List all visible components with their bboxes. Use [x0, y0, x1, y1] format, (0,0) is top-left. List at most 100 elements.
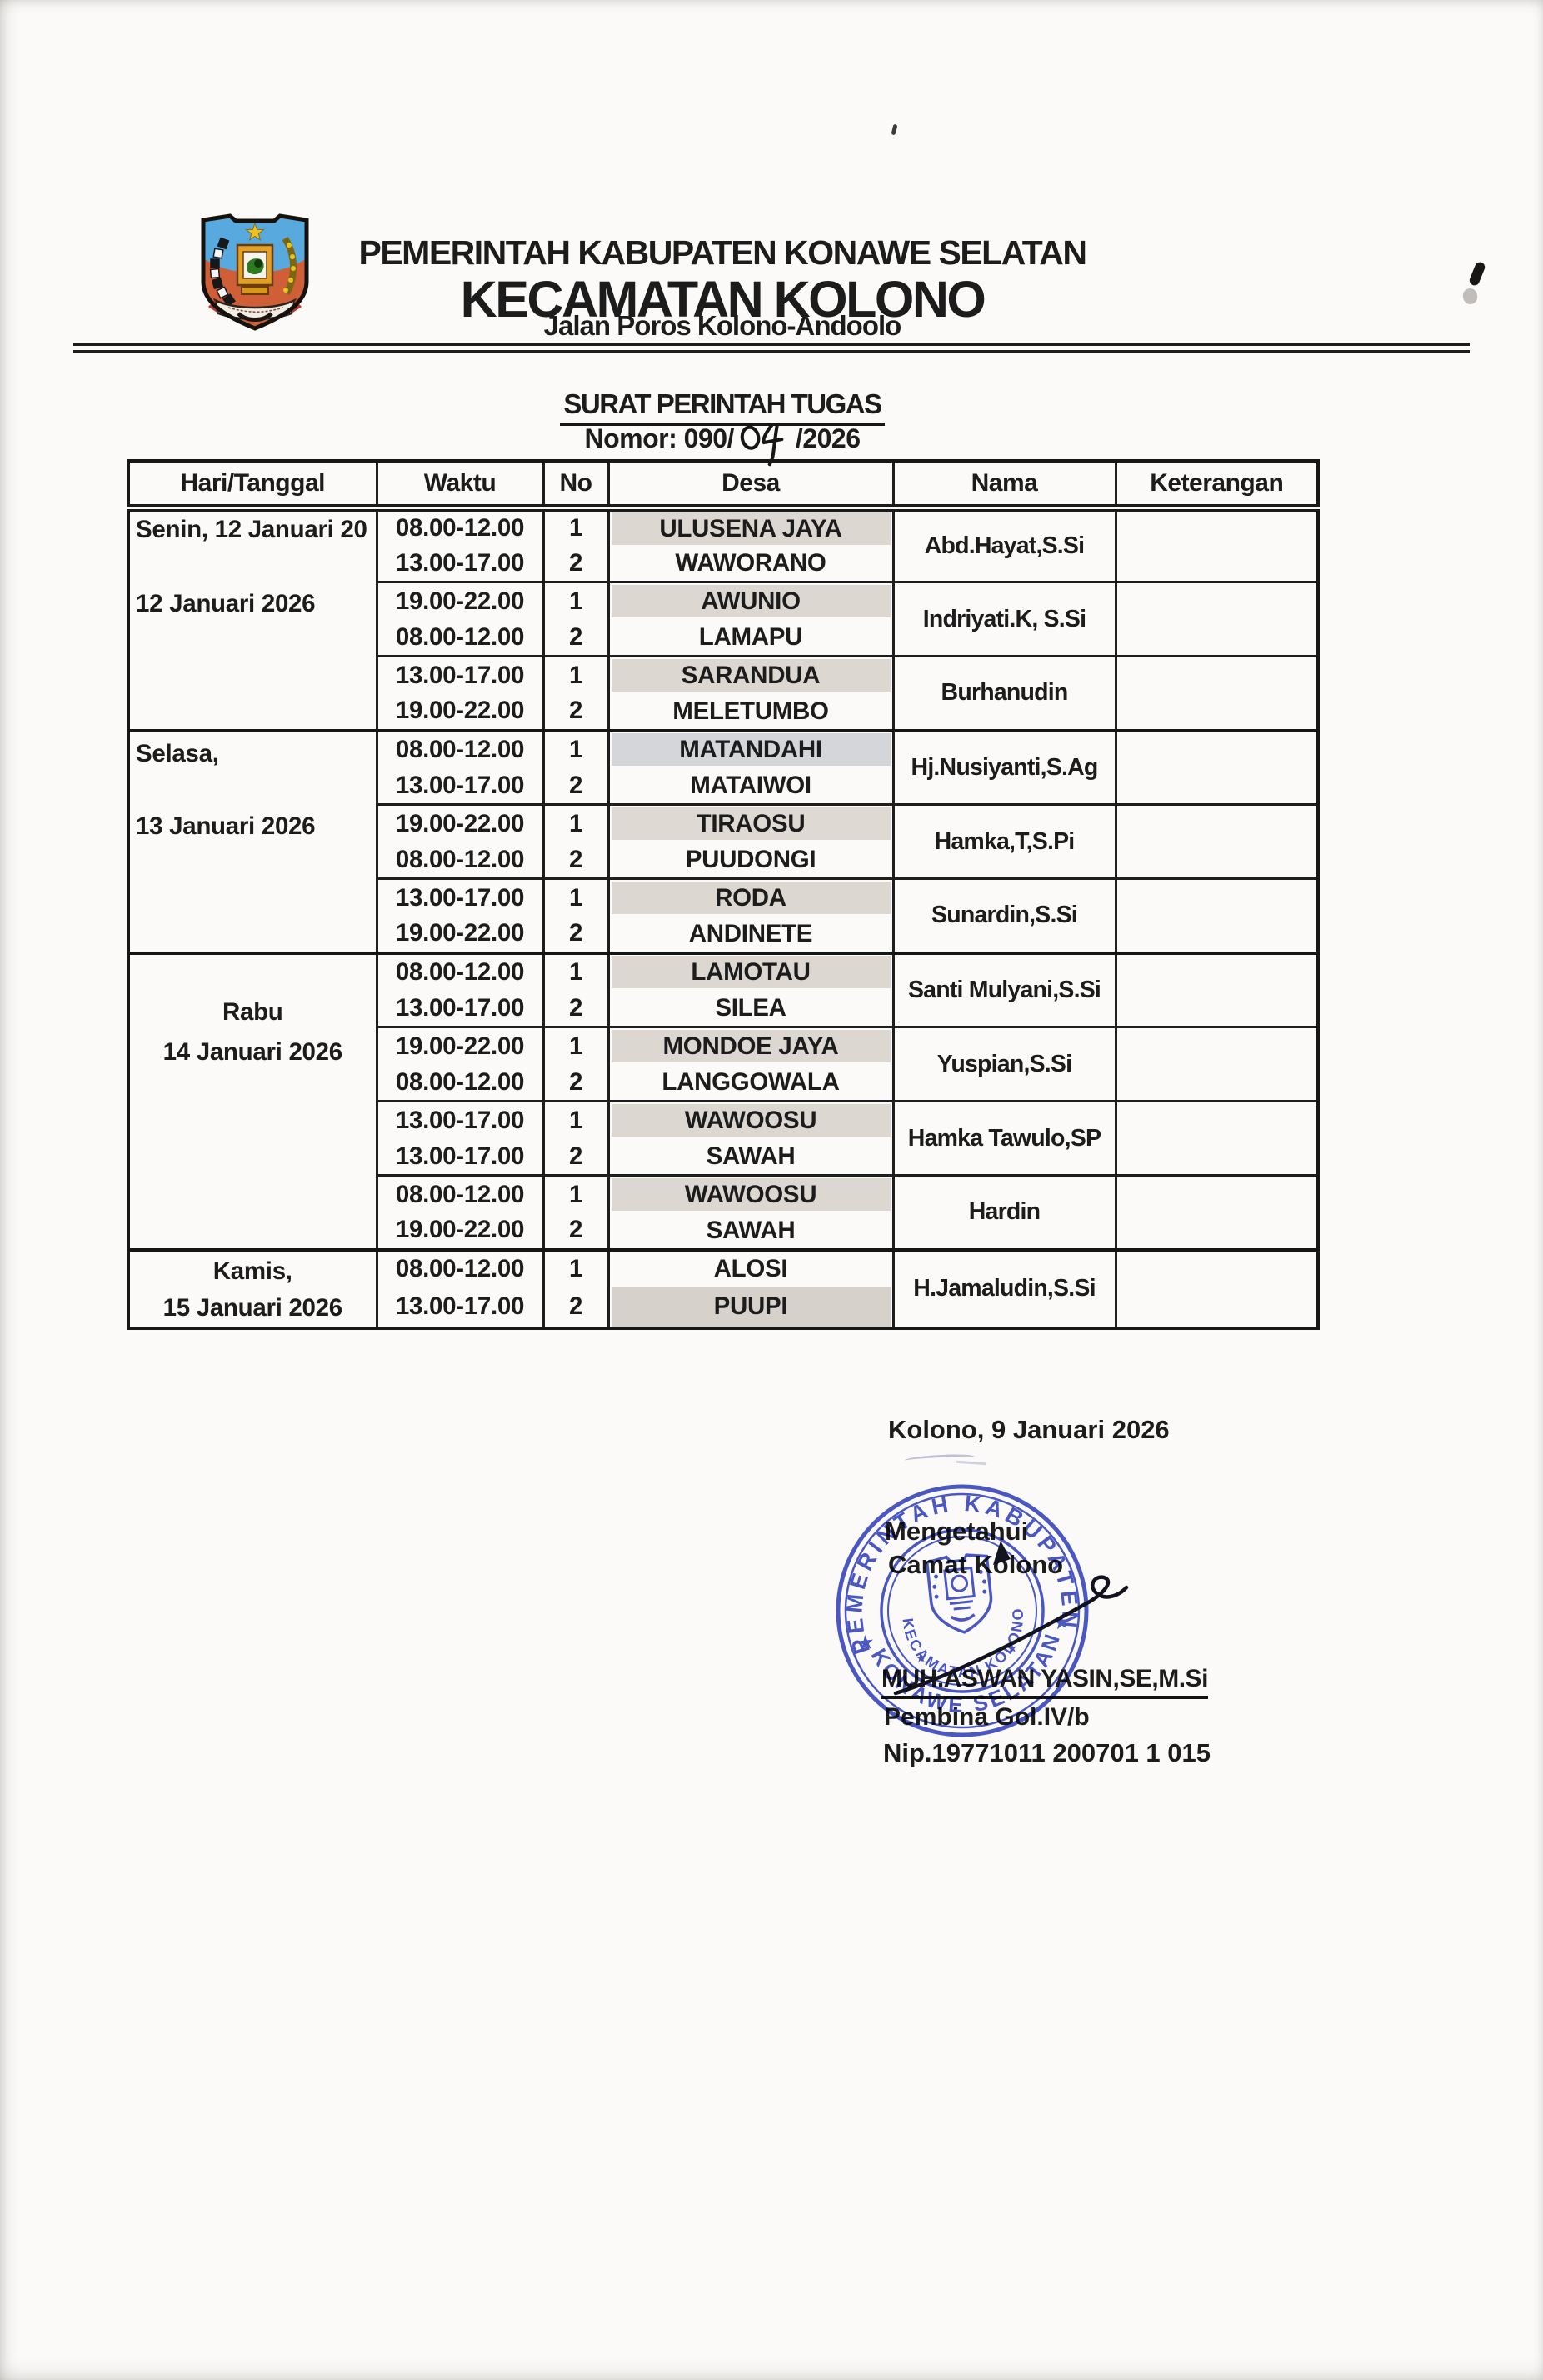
cell-no: 2 [542, 916, 610, 953]
cell-no: 2 [542, 1212, 610, 1250]
village-name: ULUSENA JAYA [611, 512, 891, 545]
handwritten-signature [893, 1541, 1129, 1696]
cell-desa: WAWOOSU [607, 1100, 895, 1138]
table-row: Kamis, 15 Januari 2026 08.00-12.00 1 ALO… [127, 1248, 1320, 1328]
cell-waktu: 13.00-17.00 [375, 768, 545, 805]
cell-waktu: 08.00-12.00 [375, 506, 545, 545]
cell-desa: PUUPI [607, 1287, 895, 1328]
task-schedule-table: Hari/Tanggal Waktu No Desa Nama Keterang… [127, 459, 1320, 1330]
table-row: 08.00-12.00 1 WAWOOSU Hardin [128, 1174, 1320, 1250]
village-name: PUUDONGI [685, 846, 816, 873]
village-name: SAWAH [706, 1216, 796, 1244]
cell-nama: Yuspian,S.Si [891, 1026, 1117, 1102]
letterhead-rule-top [73, 342, 1470, 346]
day-line: 12 Januari 2026 [136, 590, 316, 618]
number-suffix: /2026 [795, 423, 861, 453]
cell-desa: MATANDAHI [607, 728, 895, 768]
col-header-nama: Nama [891, 459, 1117, 512]
cell-waktu: 13.00-17.00 [375, 1287, 545, 1328]
cell-nama: Santi Mulyani,S.Si [891, 951, 1117, 1028]
cell-waktu: 19.00-22.00 [375, 916, 545, 953]
day-line: 14 Januari 2026 [162, 1038, 343, 1066]
faint-pen-mark [904, 1452, 976, 1465]
cell-waktu: 08.00-12.00 [375, 619, 545, 657]
village-name: LAMOTAU [611, 956, 891, 989]
cell-desa: ULUSENA JAYA [607, 506, 895, 545]
village-name: WAWOOSU [611, 1104, 891, 1137]
cell-keterangan [1114, 951, 1320, 1028]
table-row: 13.00-17.00 2 SAWAH [128, 1138, 1318, 1176]
cell-no: 1 [542, 506, 610, 545]
place-date-line: Kolono, 9 Januari 2026 [888, 1415, 1170, 1444]
cell-keterangan [1114, 1174, 1320, 1250]
village-name: AWUNIO [611, 585, 891, 618]
cell-waktu: 08.00-12.00 [375, 1174, 545, 1212]
cell-desa: MELETUMBO [607, 693, 895, 731]
official-nip: Nip.19771011 200701 1 015 [883, 1738, 1211, 1768]
cell-waktu: 13.00-17.00 [375, 878, 545, 916]
cell-desa: ALOSI [607, 1248, 895, 1287]
village-name: MATAIWOI [690, 772, 811, 799]
cell-no: 2 [542, 619, 610, 657]
table-row: 08.00-12.00 2 LAMAPU [128, 619, 1318, 657]
day-line: Kamis, [212, 1257, 292, 1285]
village-name: LAMAPU [698, 623, 803, 651]
village-name: LANGGOWALA [662, 1068, 840, 1096]
table-row: 13.00-17.00 1 SARANDUA Burhanudin [128, 655, 1320, 731]
cell-keterangan [1114, 803, 1320, 879]
cell-desa: MONDOE JAYA [607, 1026, 895, 1064]
village-name: RODA [611, 882, 891, 914]
cell-waktu: 19.00-22.00 [375, 1212, 545, 1250]
day-line: Selasa, [136, 739, 219, 768]
cell-waktu: 13.00-17.00 [375, 1138, 545, 1176]
cell-no: 2 [542, 768, 610, 805]
cell-no: 1 [542, 581, 610, 619]
table-row: 13.00-17.00 1 RODA Sunardin,S.Si [128, 878, 1320, 953]
svg-text:★: ★ [856, 1631, 876, 1655]
signature-flick [993, 1541, 1011, 1565]
village-name: TIRAOSU [611, 808, 891, 840]
cell-waktu: 08.00-12.00 [375, 1064, 545, 1102]
table-header-row: Hari/Tanggal Waktu No Desa Nama Keterang… [127, 459, 1320, 512]
table-row: 13.00-17.00 2 PUUPI [128, 1287, 1318, 1328]
table-row: Senin, 12 Januari 20 12 Januari 2026 08.… [127, 506, 1320, 731]
cell-waktu: 19.00-22.00 [375, 803, 545, 842]
village-name: SAWAH [706, 1142, 796, 1170]
table-row: 19.00-22.00 1 AWUNIO Indriyati.K, S.Si [128, 581, 1320, 657]
cell-keterangan [1114, 878, 1320, 953]
faint-pen-mark [956, 1460, 987, 1469]
day-line: Rabu [222, 998, 283, 1026]
cell-desa: AWUNIO [607, 581, 895, 619]
cell-waktu: 08.00-12.00 [375, 728, 545, 768]
day-cell-rabu: Rabu 14 Januari 2026 [127, 951, 378, 1250]
village-name: SILEA [715, 994, 786, 1022]
day-cell-senin: Senin, 12 Januari 20 12 Januari 2026 [127, 506, 378, 731]
cell-desa: TIRAOSU [607, 803, 895, 842]
letterhead-government-line: PEMERINTAH KABUPATEN KONAWE SELATAN [358, 233, 1087, 272]
day-cell-kamis: Kamis, 15 Januari 2026 [127, 1248, 378, 1328]
cell-nama: Burhanudin [891, 655, 1117, 731]
cell-waktu: 13.00-17.00 [375, 1100, 545, 1138]
table-row: 19.00-22.00 2 SAWAH [128, 1212, 1318, 1250]
svg-text:★: ★ [915, 1651, 927, 1666]
village-name: ALOSI [713, 1255, 788, 1283]
regency-coat-of-arms-logo [201, 213, 309, 331]
col-header-keterangan: Keterangan [1114, 459, 1320, 512]
day-line: Senin, 12 Januari 20 [136, 516, 367, 543]
cell-no: 2 [542, 990, 610, 1028]
table-row: 19.00-22.00 2 ANDINETE [128, 916, 1318, 953]
day-line: 15 Januari 2026 [162, 1293, 343, 1322]
cell-keterangan [1114, 1248, 1320, 1328]
col-header-desa: Desa [607, 459, 895, 512]
ink-smudge [1461, 287, 1479, 306]
stamp-emblem [925, 1553, 993, 1634]
cell-desa: MATAIWOI [607, 768, 895, 805]
cell-nama: Hj.Nusiyanti,S.Ag [891, 728, 1117, 805]
village-name: ANDINETE [688, 919, 813, 948]
cell-desa: LAMAPU [607, 619, 895, 657]
cell-desa: LAMOTAU [607, 951, 895, 990]
cell-desa: SAWAH [607, 1212, 895, 1250]
cell-no: 1 [542, 1100, 610, 1138]
cell-desa: WAWOOSU [607, 1174, 895, 1212]
